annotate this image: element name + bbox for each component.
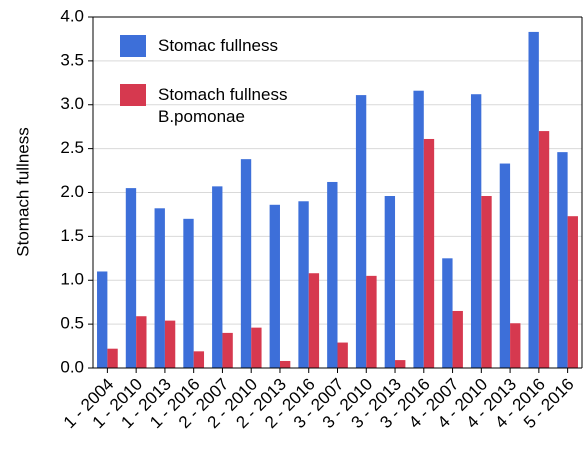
y-tick-label: 2.0	[60, 182, 84, 201]
bar	[125, 188, 137, 368]
legend-item: Stomach fullness B.pomonae	[120, 84, 328, 128]
bar	[470, 94, 482, 368]
y-tick-label: 4.0	[60, 6, 84, 25]
legend-label: Stomach fullness B.pomonae	[158, 85, 288, 126]
bar	[212, 186, 223, 368]
bar	[499, 163, 511, 368]
legend-swatch	[120, 35, 146, 57]
bar	[107, 348, 118, 368]
bar	[423, 138, 435, 368]
y-tick-label: 1.5	[60, 226, 84, 245]
legend-label: Stomac fullness	[158, 36, 278, 55]
legend-swatch	[120, 84, 146, 106]
bar	[538, 131, 550, 368]
y-tick-label: 3.5	[60, 50, 84, 69]
bar	[269, 204, 280, 368]
bar	[327, 181, 338, 368]
bar	[366, 275, 377, 368]
bar	[442, 258, 453, 368]
y-tick-label: 2.5	[60, 138, 84, 157]
y-tick-label: 1.0	[60, 270, 84, 289]
bar	[240, 159, 252, 368]
bar	[395, 360, 406, 368]
bar	[251, 327, 262, 368]
bar	[355, 95, 367, 368]
bar	[481, 196, 492, 368]
y-tick-label: 0.5	[60, 314, 84, 333]
legend-item: Stomac fullness	[120, 35, 328, 57]
bar	[567, 216, 578, 368]
bar	[154, 208, 165, 368]
bar	[164, 320, 176, 368]
bar	[337, 342, 348, 368]
y-axis-label: Stomach fullness	[13, 127, 32, 256]
bar	[136, 316, 147, 368]
y-tick-label: 3.0	[60, 94, 84, 113]
y-tick-label: 0.0	[60, 357, 84, 376]
bar	[308, 273, 320, 368]
bar	[298, 201, 309, 368]
bar	[193, 351, 205, 368]
bar	[528, 31, 539, 368]
bar	[510, 323, 521, 368]
bar	[452, 310, 463, 368]
bar	[557, 152, 568, 368]
bar	[279, 360, 291, 368]
bar	[183, 218, 194, 368]
bar	[222, 332, 233, 368]
bar	[413, 90, 424, 369]
bar	[97, 271, 108, 368]
bar	[384, 196, 396, 368]
